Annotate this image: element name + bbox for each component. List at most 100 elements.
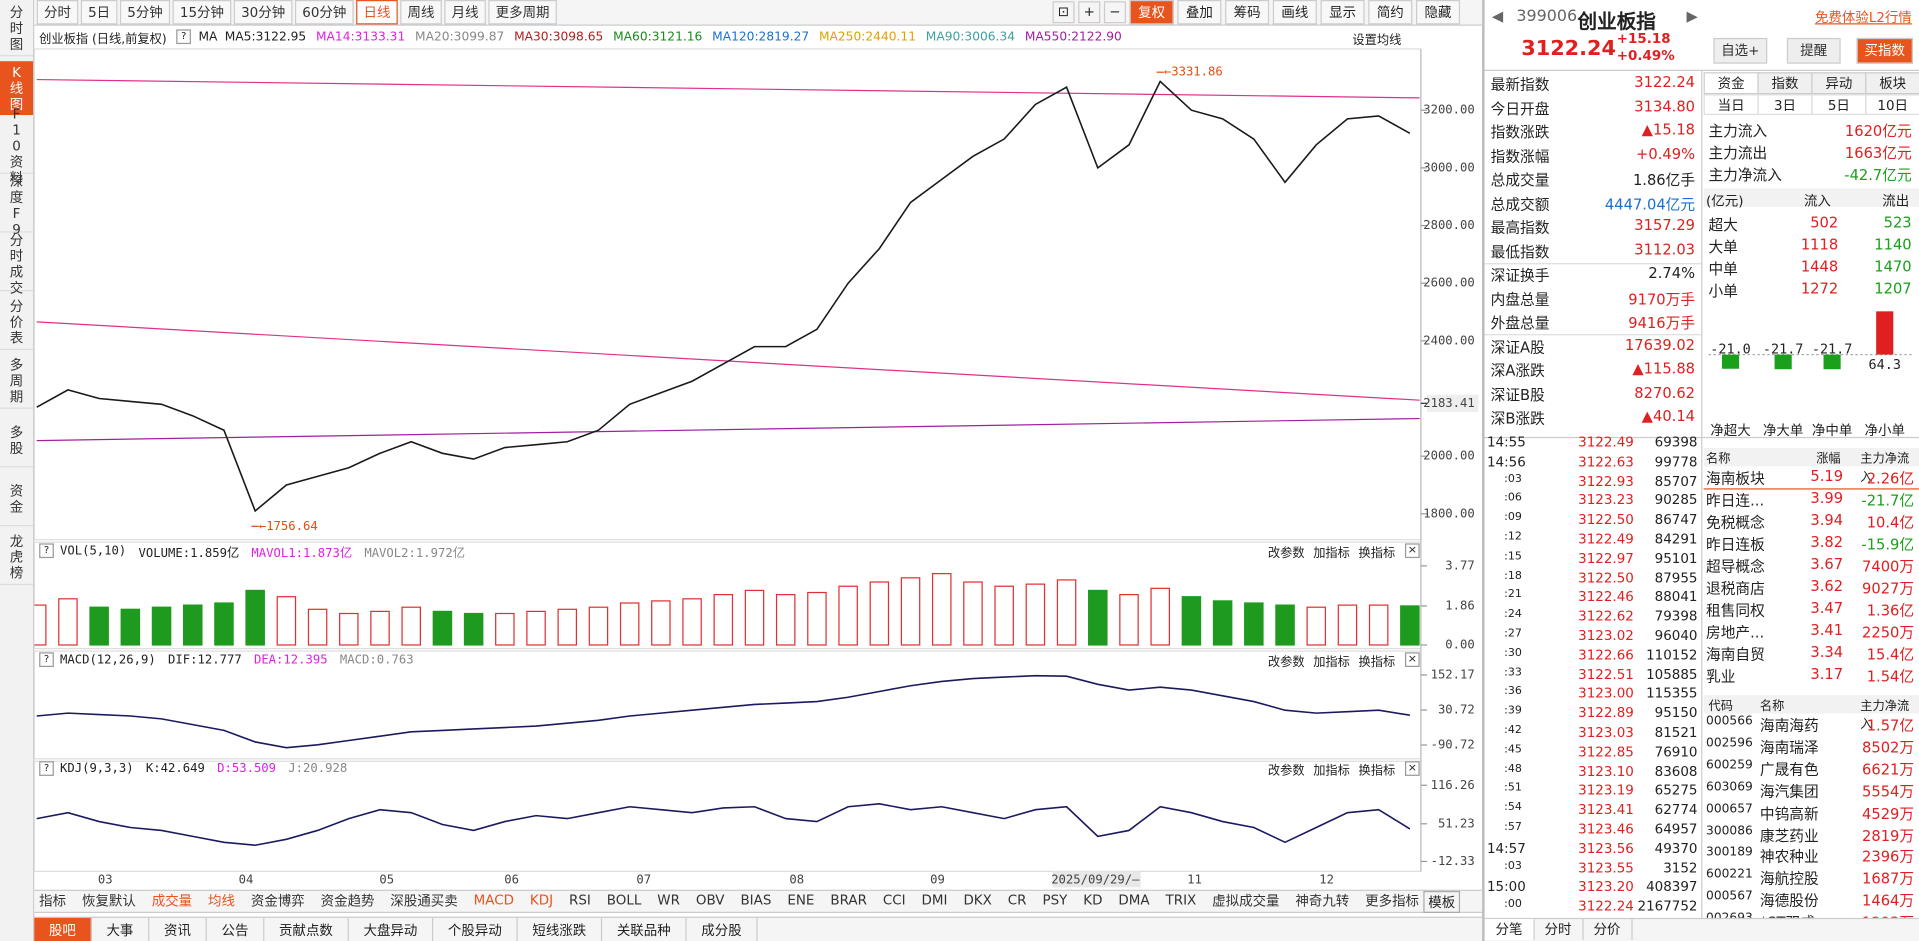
side-tab[interactable]: 龙虎榜 — [0, 531, 34, 586]
indicator-tab[interactable]: 成交量 — [151, 892, 193, 909]
nav-right[interactable]: ▶ — [1686, 7, 1698, 25]
period-tab[interactable]: 15分钟 — [172, 0, 232, 25]
nav-left[interactable]: ◀ — [1491, 7, 1504, 25]
side-tab[interactable]: 分时图 — [0, 2, 34, 57]
period-tab[interactable]: 5日 — [80, 0, 118, 25]
indicator-tab[interactable]: 均线 — [208, 892, 235, 909]
panel-close[interactable]: × — [1404, 543, 1420, 559]
stock-cell[interactable]: 603069 — [1706, 780, 1753, 794]
stock-cell[interactable]: 000567 — [1706, 889, 1753, 904]
sector-cell[interactable]: 海南板块 — [1706, 469, 1765, 488]
stock-cell[interactable]: 600221 — [1706, 868, 1753, 882]
panel-action[interactable]: 改参数 — [1267, 655, 1305, 670]
stock-cell[interactable]: 海德股份 — [1759, 892, 1819, 910]
indicator-tab[interactable]: PSY — [1042, 892, 1068, 909]
flow-tab[interactable]: 指数 — [1757, 72, 1813, 95]
indicator-tab[interactable]: DMA — [1118, 892, 1150, 909]
quote-button[interactable]: 买指数 — [1856, 37, 1913, 64]
day-tab[interactable]: 3日 — [1757, 94, 1813, 116]
indicator-tab[interactable]: 深股通买卖 — [390, 892, 458, 909]
indicator-tab[interactable]: 恢复默认 — [81, 892, 136, 909]
period-tab[interactable]: 更多周期 — [488, 0, 557, 25]
sector-cell[interactable]: 退税商店 — [1706, 580, 1765, 598]
panel-action[interactable]: 换指标 — [1358, 764, 1396, 779]
tool-button[interactable]: 画线 — [1272, 0, 1317, 25]
bottom-tab[interactable]: 大盘异动 — [349, 917, 434, 941]
side-tab[interactable]: 深度F9 — [0, 173, 34, 237]
promo-link[interactable]: 免费体验L2行情 — [1814, 9, 1912, 26]
panel-action[interactable]: 改参数 — [1267, 547, 1305, 561]
indicator-tab[interactable]: MACD — [473, 892, 514, 909]
side-tab[interactable]: 多周期 — [0, 355, 34, 409]
stock-cell[interactable]: 康芝药业 — [1759, 826, 1819, 844]
sector-cell[interactable]: 房地产... — [1706, 624, 1765, 642]
tool-icon[interactable]: + — [1078, 1, 1101, 24]
stock-cell[interactable]: 300086 — [1706, 824, 1753, 838]
side-tab[interactable]: 分时成交 — [0, 232, 34, 296]
indicator-tab[interactable]: WR — [657, 892, 680, 909]
indicator-tab[interactable]: 神奇九转 — [1295, 892, 1350, 909]
side-tab[interactable]: 资金 — [0, 472, 34, 527]
period-tab[interactable]: 分时 — [36, 0, 79, 25]
indicator-tab[interactable]: 虚拟成交量 — [1212, 892, 1280, 909]
template-button[interactable]: 模板 — [1423, 890, 1461, 913]
sector-cell[interactable]: 免税概念 — [1706, 514, 1765, 532]
indicator-tab[interactable]: KD — [1083, 892, 1103, 909]
flow-tab[interactable]: 资金 — [1703, 72, 1759, 95]
bottom-tab[interactable]: 个股异动 — [433, 917, 518, 941]
stock-cell[interactable]: 海南海药 — [1759, 717, 1819, 735]
period-tab[interactable]: 日线 — [356, 0, 398, 25]
right-bottom-tab[interactable]: 分时 — [1533, 919, 1584, 940]
stock-cell[interactable]: 海汽集团 — [1759, 782, 1819, 801]
right-bottom-tab[interactable]: 分笔 — [1484, 919, 1535, 940]
panel-action[interactable]: 加指标 — [1313, 655, 1350, 670]
period-tab[interactable]: 60分钟 — [294, 0, 354, 25]
sector-cell[interactable]: 昨日连... — [1706, 491, 1765, 510]
stock-cell[interactable]: 300189 — [1706, 846, 1753, 860]
indicator-tab[interactable]: 资金趋势 — [320, 892, 375, 909]
panel-action[interactable]: 加指标 — [1313, 764, 1350, 779]
day-tab[interactable]: 5日 — [1811, 94, 1867, 116]
indicator-tab[interactable]: TRIX — [1165, 892, 1197, 909]
tool-button[interactable]: 隐藏 — [1415, 0, 1461, 25]
panel-action[interactable]: 换指标 — [1358, 655, 1396, 670]
side-tab[interactable]: 多股 — [0, 414, 34, 468]
panel-action[interactable]: 改参数 — [1267, 764, 1305, 779]
indicator-tab[interactable]: DKX — [963, 892, 992, 909]
day-tab[interactable]: 10日 — [1865, 94, 1919, 116]
flow-tab[interactable]: 板块 — [1865, 72, 1919, 95]
indicator-tab[interactable]: 指标 — [39, 892, 67, 909]
tool-button[interactable]: 显示 — [1320, 0, 1365, 25]
stock-cell[interactable]: 中钨高新 — [1759, 804, 1819, 822]
panel-action[interactable]: 加指标 — [1313, 547, 1350, 561]
stock-cell[interactable]: 002596 — [1706, 736, 1753, 751]
side-tab[interactable]: F10资料 — [0, 106, 34, 186]
bottom-tab[interactable]: 关联品种 — [602, 917, 687, 941]
bottom-tab[interactable]: 公告 — [207, 917, 265, 941]
indicator-tab[interactable]: BIAS — [740, 892, 772, 909]
right-bottom-tab[interactable]: 分价 — [1582, 919, 1633, 940]
panel-action[interactable]: 换指标 — [1358, 547, 1396, 561]
panel-close[interactable]: × — [1404, 761, 1420, 776]
indicator-tab[interactable]: ENE — [787, 892, 815, 909]
indicator-tab[interactable]: 更多指标 — [1365, 892, 1420, 909]
sector-cell[interactable]: 乳业 — [1706, 668, 1736, 686]
side-tab[interactable]: K线图 — [0, 61, 34, 116]
indicator-tab[interactable]: DMI — [921, 892, 948, 909]
tool-button[interactable]: 复权 — [1129, 0, 1174, 25]
period-tab[interactable]: 月线 — [444, 0, 486, 25]
stock-cell[interactable]: 海南瑞泽 — [1759, 739, 1819, 757]
stock-cell[interactable]: 000566 — [1706, 714, 1753, 729]
indicator-tab[interactable]: RSI — [568, 892, 591, 909]
sector-cell[interactable]: 海南自贸 — [1706, 646, 1765, 664]
indicator-tab[interactable]: CR — [1007, 892, 1027, 909]
flow-tab[interactable]: 异动 — [1811, 72, 1867, 95]
indicator-tab[interactable]: BRAR — [830, 892, 867, 909]
period-tab[interactable]: 30分钟 — [233, 0, 293, 25]
tool-button[interactable]: 筹码 — [1225, 0, 1270, 25]
bottom-tab[interactable]: 资讯 — [149, 917, 207, 941]
bottom-tab[interactable]: 贡献点数 — [264, 917, 349, 941]
tool-button[interactable]: 简约 — [1368, 0, 1413, 25]
quote-button[interactable]: 自选+ — [1713, 37, 1768, 64]
panel-close[interactable]: × — [1404, 652, 1420, 667]
